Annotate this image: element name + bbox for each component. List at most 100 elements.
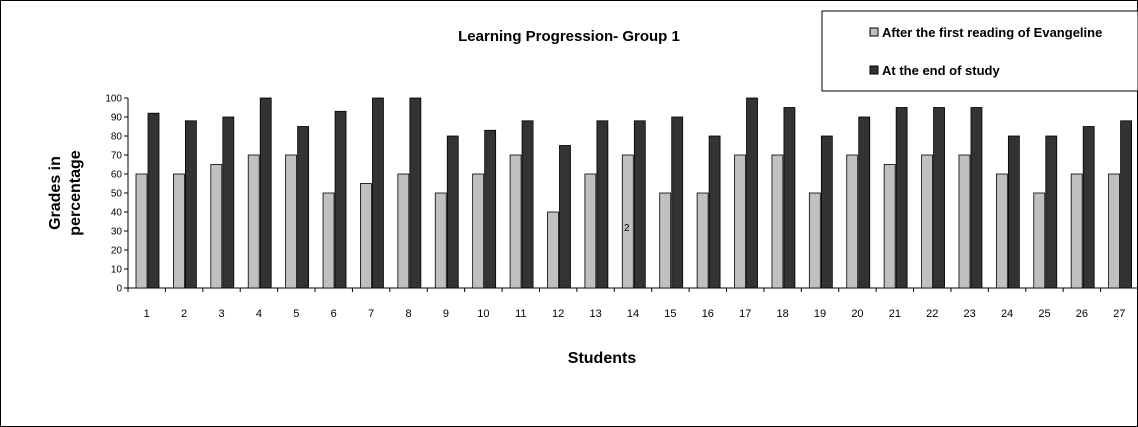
bar-series-1-student-3 [210,164,223,289]
y-tick-label: 90 [111,113,123,124]
x-tick-label: 12 [552,308,564,320]
y-tick-label: 70 [111,151,123,162]
bar-series-2-student-6 [334,110,347,289]
x-tick-label: 9 [443,308,449,320]
x-tick-label: 13 [589,308,601,320]
x-tick-label: 17 [739,308,751,320]
bar-series-2-student-27 [1120,120,1132,289]
bar-series-1-student-2 [173,173,185,289]
bars [135,97,1132,289]
y-tick-label: 10 [111,265,123,276]
bar-series-1-student-22 [921,154,933,289]
y-axis-title-line-2: percentage [67,150,84,235]
bar-series-1-student-6 [322,192,335,289]
bar-series-2-student-15 [671,116,684,289]
bar-series-1-student-15 [659,192,672,289]
bar-series-2-student-23 [970,107,983,289]
bar-series-2-student-18 [783,107,796,289]
x-tick-label: 14 [627,308,639,320]
y-tick-label: 0 [116,284,122,295]
bar-series-2-student-20 [858,116,871,289]
x-tick-label: 18 [777,308,789,320]
x-tick-label: 11 [515,308,526,320]
x-tick-label: 22 [926,308,938,320]
legend-box [821,10,1138,92]
x-tick-label: 5 [293,308,299,320]
legend-label-series-2: At the end of study [882,63,1000,78]
x-tick-label: 4 [256,308,262,320]
bar-series-2-student-3 [222,116,235,289]
bar-series-1-student-24 [995,173,1008,289]
y-axis-title-line-1: Grades in [47,156,64,230]
legend-swatch-series-1 [869,27,879,37]
bar-series-2-student-5 [297,126,310,289]
bar-series-2-student-10 [484,129,497,289]
bar-series-1-student-4 [247,154,260,289]
x-tick-label: 7 [368,308,374,320]
legend-label-series-1: After the first reading of Evangeline [882,25,1102,40]
x-tick-label: 16 [702,308,714,320]
bar-series-1-student-16 [696,192,709,289]
x-tick-label: 6 [331,308,337,320]
bar-series-1-student-21 [883,164,896,289]
bar-series-2-student-11 [521,120,534,289]
x-tick-label: 21 [889,308,901,320]
bar-series-2-student-2 [185,120,197,289]
y-tick-label: 30 [111,227,123,238]
legend: After the first reading of Evangeline At… [821,10,1138,92]
x-tick-label: 23 [964,308,976,320]
stray-mark: 2 [624,223,630,234]
bar-series-1-student-1 [135,173,148,289]
bar-series-2-student-7 [372,97,384,289]
bar-series-1-student-10 [472,173,485,289]
bar-series-2-student-8 [409,97,422,289]
x-tick-label: 15 [664,308,676,320]
chart-title: Learning Progression- Group 1 [458,28,680,45]
bar-series-1-student-9 [434,192,447,289]
bar-series-1-student-11 [509,154,522,289]
legend-swatch-series-2 [869,65,879,75]
x-axis-title: Students [568,350,637,367]
y-tick-label: 20 [111,246,123,257]
bar-series-2-student-4 [259,97,272,289]
x-tick-label: 20 [851,308,863,320]
bar-series-1-student-17 [734,154,746,289]
bar-series-1-student-26 [1070,173,1083,289]
bar-series-2-student-13 [596,120,609,289]
x-tick-label: 26 [1076,308,1088,320]
bar-series-2-student-19 [820,135,833,289]
bar-series-1-student-20 [846,154,859,289]
bar-series-1-student-14 [621,154,634,289]
x-tick-label: 24 [1001,308,1013,320]
y-tick-label: 50 [111,189,123,200]
x-tick-label: 2 [181,308,187,320]
bar-series-1-student-23 [958,154,971,289]
bar-series-1-student-7 [360,183,372,289]
x-tick-label: 3 [218,308,224,320]
bar-series-2-student-1 [147,112,160,289]
x-tick-label: 10 [477,308,489,320]
bar-series-2-student-16 [708,135,721,289]
bar-series-1-student-18 [771,154,784,289]
x-tick-label: 1 [144,308,150,320]
y-tick-label: 100 [105,94,122,105]
x-ticks: 1 2 3 4 5 6 7 8 9 10 11 12 13 14 15 16 17 18 19 20 21 22 23 24 2… [127,288,1138,320]
bar-series-1-student-8 [397,173,410,289]
bar-series-2-student-25 [1045,135,1058,289]
bar-series-2-student-12 [559,145,571,289]
y-ticks: 0 10 20 30 40 50 60 70 80 90 100 [105,94,128,295]
bar-series-2-student-21 [895,107,908,289]
bar-series-2-student-14 [633,120,646,289]
bar-series-2-student-24 [1007,135,1020,289]
y-tick-label: 40 [111,208,123,219]
bar-series-1-student-12 [547,211,559,289]
bar-series-2-student-22 [933,107,945,289]
bar-series-1-student-5 [285,154,298,289]
bar-series-2-student-17 [746,97,758,289]
bar-series-1-student-25 [1033,192,1046,289]
x-tick-label: 8 [405,308,411,320]
bar-series-2-student-9 [446,135,459,289]
x-tick-label: 27 [1113,308,1125,320]
bar-series-2-student-26 [1082,126,1095,289]
